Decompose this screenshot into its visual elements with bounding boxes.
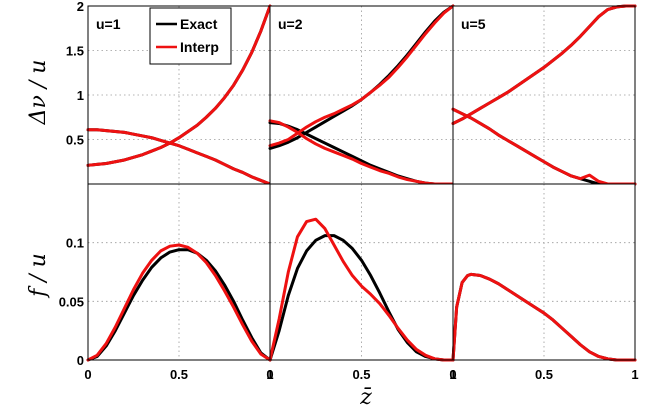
- x-tick-label: 0: [84, 367, 91, 382]
- y-tick-label: 2: [77, 0, 84, 14]
- x-tick-label: 0.5: [170, 367, 188, 382]
- x-tick-label: 0.5: [352, 367, 370, 382]
- panel-r0-c1: u=2: [270, 6, 453, 184]
- y-tick-label: 0.1: [66, 236, 84, 251]
- x-axis-label: z̄: [359, 385, 372, 410]
- legend: Exact Interp: [150, 8, 231, 64]
- y-tick-label: 0.5: [66, 133, 84, 148]
- legend-label-exact: Exact: [180, 16, 218, 32]
- y-axis-label-bottom: f / u: [26, 253, 51, 299]
- legend-label-interp: Interp: [180, 39, 219, 55]
- x-tick-label: 0: [266, 367, 273, 382]
- panel-label: u=1: [96, 16, 121, 32]
- panel-label: u=5: [461, 16, 486, 32]
- x-tick-label: 0.5: [535, 367, 553, 382]
- panel-label: u=2: [278, 16, 303, 32]
- y-tick-label: 0: [77, 353, 84, 368]
- panel-r0-c2: u=5: [453, 6, 635, 184]
- y-tick-label: 1.5: [66, 44, 84, 59]
- panel-r1-c2: [453, 184, 635, 360]
- y-tick-label: 0.05: [59, 294, 84, 309]
- y-axis-label-top: Δν / u: [26, 60, 51, 126]
- panel-r1-c1: [270, 184, 453, 360]
- x-tick-label: 0: [449, 367, 456, 382]
- x-tick-label: 1: [631, 367, 638, 382]
- panel-r1-c0: [88, 184, 270, 360]
- y-tick-label: 1: [77, 88, 84, 103]
